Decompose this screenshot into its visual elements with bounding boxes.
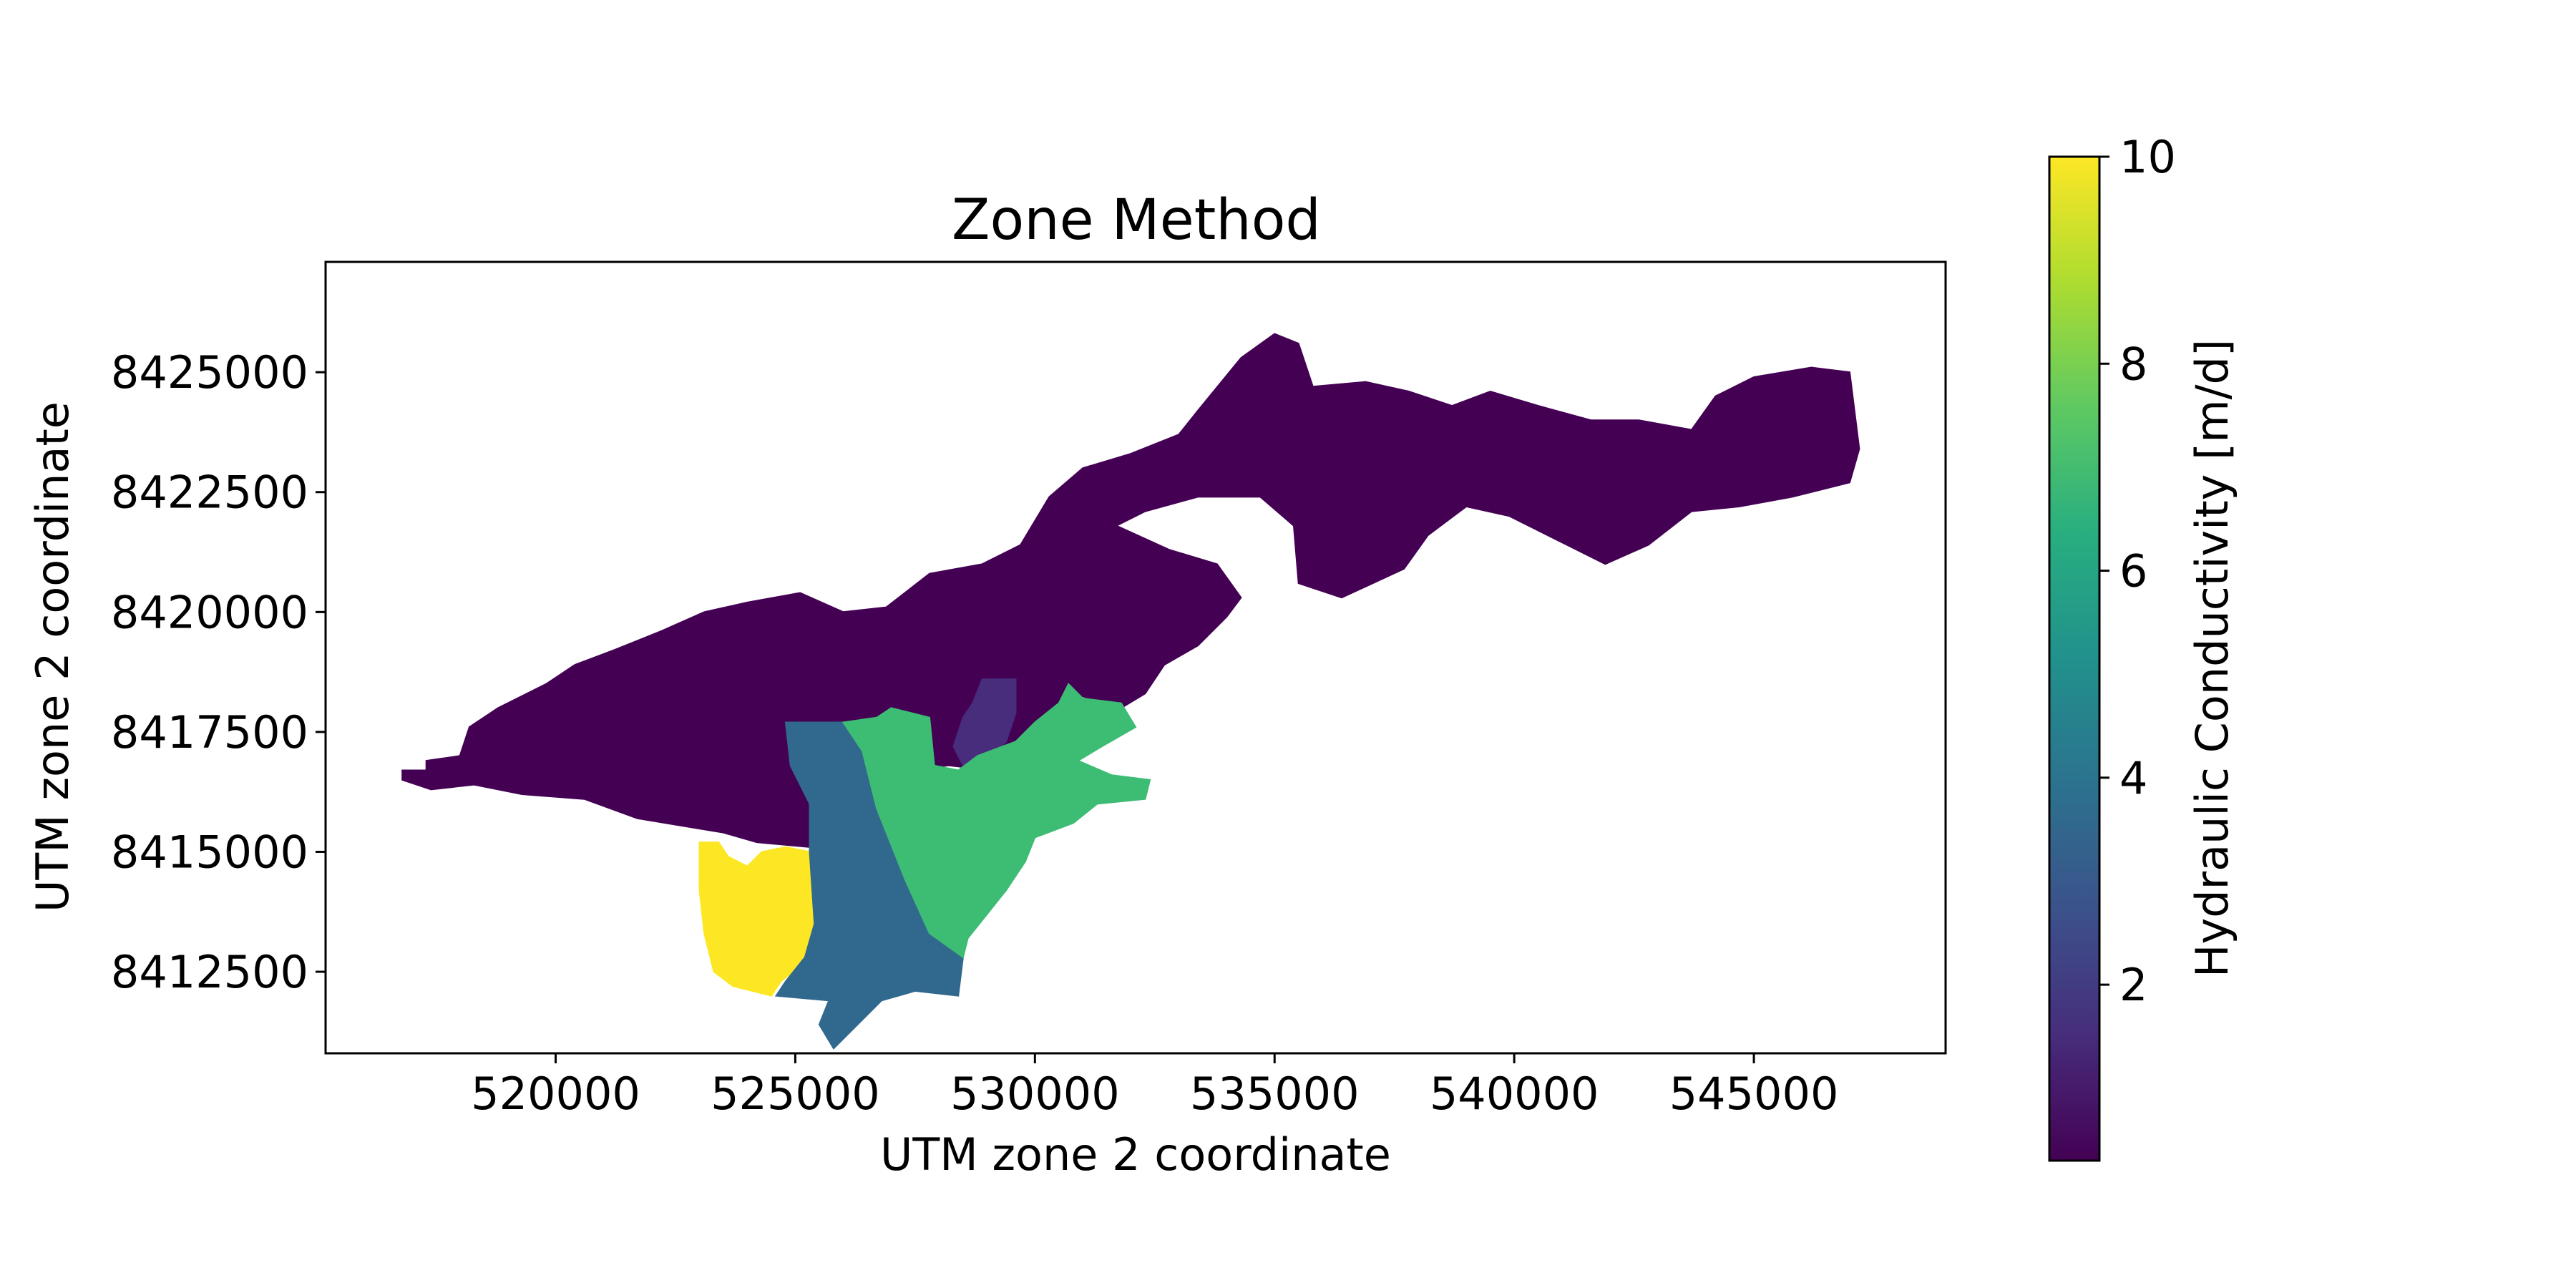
colorbar [2048,155,2101,1162]
y-axis-ticks: 8412500 8415000 8417500 8420000 8422500 84250… [111,346,326,998]
zone-5 [841,683,1151,959]
plot-frame [324,260,1947,1055]
chart-title: Zone Method [952,188,1321,253]
y-tick-label: 8420000 [111,586,308,638]
x-tick-label: 530000 [950,1068,1120,1120]
y-tick-label: 8422500 [111,467,308,519]
colorbar-tick-label: 6 [2119,545,2147,597]
x-tick-label: 520000 [471,1068,640,1120]
x-axis-label: UTM zone 2 coordinate [880,1128,1391,1181]
y-tick-label: 8412500 [111,946,308,998]
y-tick-label: 8415000 [111,826,308,878]
x-tick-label: 535000 [1190,1068,1360,1120]
x-tick-label: 525000 [711,1068,880,1120]
x-axis-ticks: 520000 525000 530000 535000 540000 545000 [471,1053,1838,1120]
colorbar-label: Hydraulic Conductivity [m/d] [2186,339,2238,977]
colorbar-tick-label: 2 [2119,959,2147,1011]
zones-layer [401,333,1860,1050]
colorbar-tick-label: 4 [2119,752,2147,804]
x-tick-label: 545000 [1669,1068,1839,1120]
colorbar-ticks: 2 4 6 8 10 [2099,131,2176,1011]
x-tick-label: 540000 [1430,1068,1599,1120]
y-tick-label: 8417500 [111,706,308,758]
colorbar-tick-label: 10 [2119,131,2176,183]
zone-1 [401,333,1860,848]
y-axis-label: UTM zone 2 coordinate [26,401,79,912]
colorbar-tick-label: 8 [2119,338,2147,390]
y-tick-label: 8425000 [111,346,308,399]
